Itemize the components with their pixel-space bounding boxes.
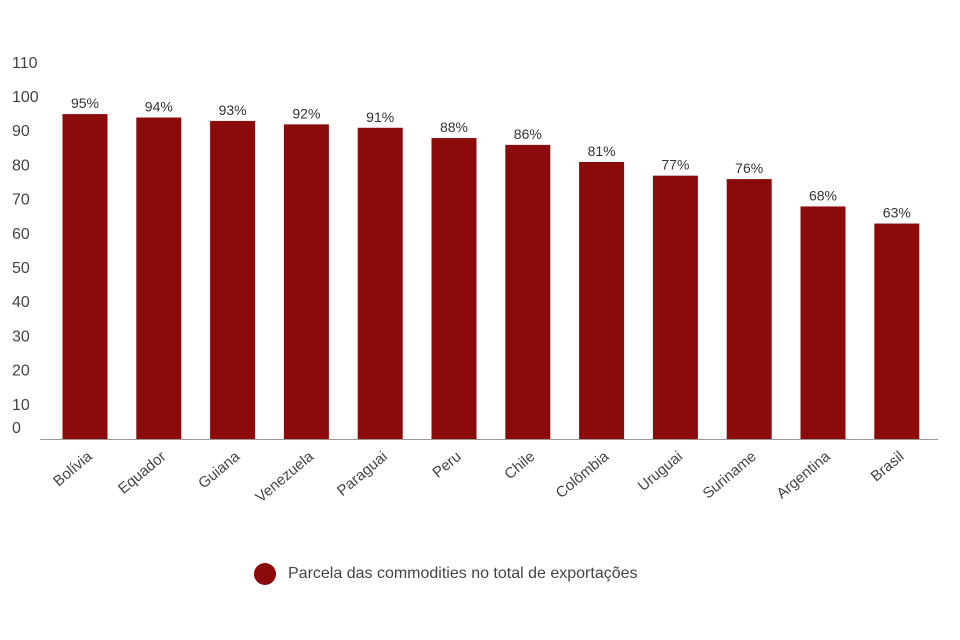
category-label: Argentina (773, 448, 834, 503)
bar (357, 127, 403, 439)
category-label: Equador (115, 448, 169, 497)
data-label: 94% (145, 99, 173, 115)
y-tick-label: 50 (12, 260, 30, 277)
data-label: 77% (661, 157, 689, 173)
bar (652, 175, 698, 439)
category-label: Venezuela (252, 448, 317, 506)
y-tick-label: 70 (12, 192, 30, 209)
legend-swatch (254, 563, 276, 585)
bar (505, 144, 551, 439)
data-label: 88% (440, 119, 468, 135)
y-tick-label: 20 (12, 363, 30, 380)
bar (726, 179, 772, 439)
y-tick-label: 80 (12, 157, 30, 174)
y-tick-label: 90 (12, 123, 30, 140)
bar (210, 120, 256, 439)
data-label: 93% (219, 102, 247, 118)
bar (874, 223, 920, 439)
y-tick-label: 110 (12, 55, 38, 72)
data-label: 81% (588, 143, 616, 159)
legend: Parcela das commodities no total de expo… (254, 563, 638, 585)
category-label: Guiana (195, 448, 243, 493)
category-label: Brasil (868, 448, 908, 485)
category-label: Chile (501, 448, 538, 483)
category-label: Suriname (700, 448, 760, 502)
data-label: 95% (71, 95, 99, 111)
data-labels: 95% 94% 93% 92% 91% 88% 86% 81% 77% 76% 68% 63% (71, 95, 911, 220)
y-tick-label: 40 (12, 294, 30, 311)
bars (62, 114, 920, 440)
bar (800, 206, 846, 439)
bar (579, 161, 625, 440)
legend-label: Parcela das commodities no total de expo… (288, 565, 638, 582)
category-label: Peru (429, 448, 464, 481)
bar (62, 114, 108, 439)
bar (136, 117, 182, 440)
data-label: 92% (292, 105, 320, 121)
data-label: 91% (366, 109, 394, 125)
category-labels: Bolívia Equador Guiana Venezuela Paraguai Per… (50, 448, 907, 506)
category-label: Colômbia (553, 448, 613, 502)
y-tick-label: 30 (12, 328, 30, 345)
data-label: 86% (514, 126, 542, 142)
y-tick-label: 10 (12, 397, 30, 414)
bar (283, 124, 329, 440)
category-label: Bolívia (50, 448, 96, 490)
bar (431, 138, 477, 440)
y-axis-ticks: 0 10 20 30 40 50 60 70 80 90 100 110 (12, 55, 39, 437)
data-label: 76% (735, 160, 763, 176)
category-label: Uruguai (635, 448, 686, 495)
category-label: Paraguai (334, 448, 391, 500)
y-tick-label: 0 (12, 420, 21, 437)
data-label: 68% (809, 187, 837, 203)
data-label: 63% (883, 205, 911, 221)
y-tick-label: 100 (12, 89, 39, 106)
y-tick-label: 60 (12, 226, 30, 243)
